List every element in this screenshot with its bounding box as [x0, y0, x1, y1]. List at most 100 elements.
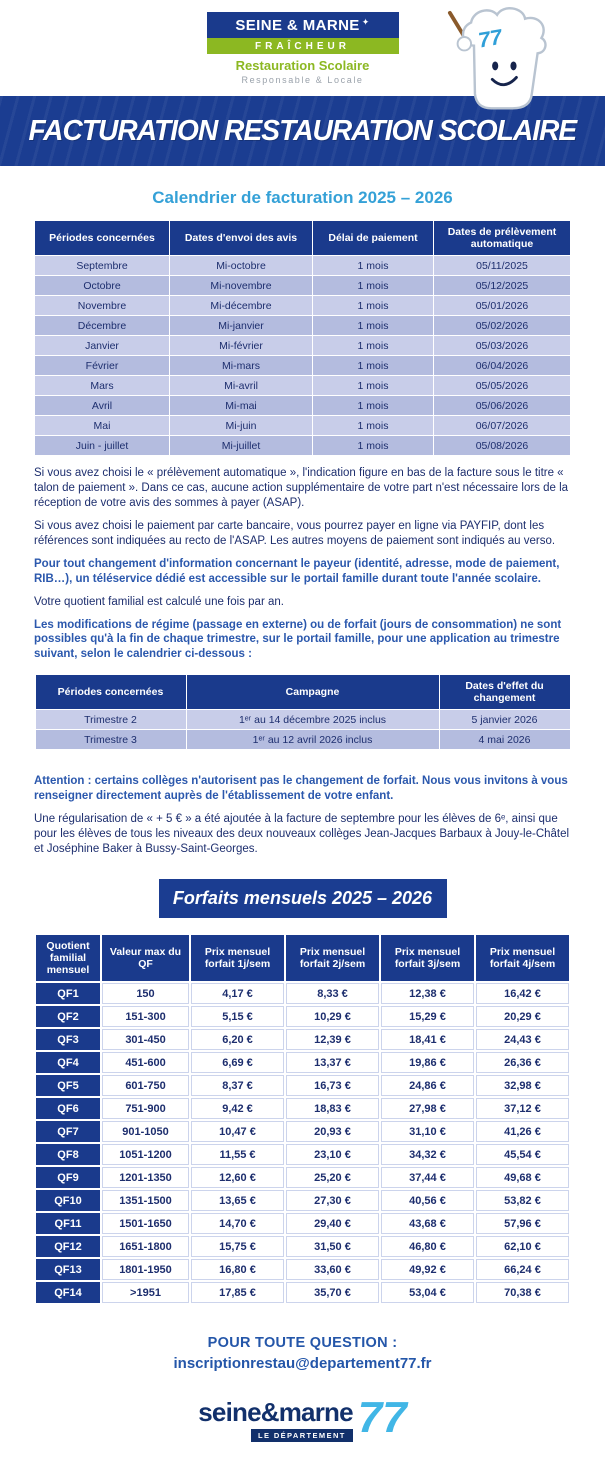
page-header: SEINE & MARNE ✦ FRAÎCHEUR Restauration Sc…: [0, 0, 605, 110]
table-cell: Janvier: [35, 336, 169, 355]
table-cell: 16,42 €: [476, 983, 569, 1004]
table-cell: 8,37 €: [191, 1075, 284, 1096]
table-row: Juin - juillet Mi-juillet 1 mois 05/08/2026: [35, 436, 570, 455]
header-row: Quotient familial mensuel Valeur max du Q…: [36, 935, 569, 981]
note-paragraph-5: Les modifications de régime (passage en …: [34, 618, 562, 661]
table-cell: QF2: [36, 1006, 100, 1027]
note-paragraph-3: Pour tout changement d'information conce…: [34, 557, 560, 585]
table-row: Octobre Mi-novembre 1 mois 05/12/2025: [35, 276, 570, 295]
table-cell: Octobre: [35, 276, 169, 295]
column-header: Valeur max du QF: [102, 935, 189, 981]
department-name: seine&marne: [198, 1397, 353, 1427]
table-cell: 20,93 €: [286, 1121, 379, 1142]
table-cell: 12,38 €: [381, 983, 474, 1004]
table-cell: 1 mois: [313, 336, 433, 355]
table-cell: 05/05/2026: [434, 376, 570, 395]
table-cell: 29,40 €: [286, 1213, 379, 1234]
table-row: QF13 1801-1950 16,80 €33,60 €49,92 €66,24 …: [36, 1259, 569, 1280]
table-cell: Mi-janvier: [170, 316, 312, 335]
table-cell: 05/03/2026: [434, 336, 570, 355]
table-cell: 150: [102, 983, 189, 1004]
table-cell: 40,56 €: [381, 1190, 474, 1211]
table-row: QF10 1351-1500 13,65 €27,30 €40,56 €53,82 …: [36, 1190, 569, 1211]
table-cell: 57,96 €: [476, 1213, 569, 1234]
table-cell: 4,17 €: [191, 983, 284, 1004]
table-cell: 1351-1500: [102, 1190, 189, 1211]
table-cell: 10,29 €: [286, 1006, 379, 1027]
table-cell: Avril: [35, 396, 169, 415]
note-paragraph-1: Si vous avez choisi le « prélèvement aut…: [34, 467, 569, 509]
table-cell: 34,32 €: [381, 1144, 474, 1165]
table-cell: 06/04/2026: [434, 356, 570, 375]
table-row: QF2 151-300 5,15 €10,29 €15,29 €20,29 €: [36, 1006, 569, 1027]
table-cell: QF14: [36, 1282, 100, 1303]
monthly-rates-table: Quotient familial mensuel Valeur max du Q…: [34, 933, 571, 1305]
table-row: QF1 150 4,17 €8,33 €12,38 €16,42 €: [36, 983, 569, 1004]
notes-block: Si vous avez choisi le « prélèvement aut…: [34, 466, 571, 857]
table-row: QF12 1651-1800 15,75 €31,50 €46,80 €62,10 …: [36, 1236, 569, 1257]
table-cell: Mi-octobre: [170, 256, 312, 275]
table-cell: 5,15 €: [191, 1006, 284, 1027]
note-paragraph-7: Une régularisation de « + 5 € » a été aj…: [34, 813, 570, 856]
table-cell: 05/02/2026: [434, 316, 570, 335]
table-cell: Mi-décembre: [170, 296, 312, 315]
trimester-table-head: Périodes concernées Campagne Dates d'effet…: [35, 675, 570, 710]
column-header: Dates d'effet du changement: [439, 675, 570, 710]
table-row: QF8 1051-1200 11,55 €23,10 €34,32 €45,54 €: [36, 1144, 569, 1165]
table-cell: QF8: [36, 1144, 100, 1165]
column-header: Périodes concernées: [35, 675, 186, 710]
table-cell: QF4: [36, 1052, 100, 1073]
table-row: Mars Mi-avril 1 mois 05/05/2026: [35, 376, 570, 395]
calendar-section-title: Calendrier de facturation 2025 – 2026: [152, 188, 453, 207]
table-cell: QF13: [36, 1259, 100, 1280]
table-cell: 14,70 €: [191, 1213, 284, 1234]
table-cell: 1 mois: [313, 316, 433, 335]
table-cell: 26,36 €: [476, 1052, 569, 1073]
table-cell: 53,82 €: [476, 1190, 569, 1211]
table-cell: 15,29 €: [381, 1006, 474, 1027]
column-header: Prix mensuel forfait 2j/sem: [286, 935, 379, 981]
contact-email-link[interactable]: inscriptionrestau@departement77.fr: [173, 1355, 432, 1372]
table-row: QF6 751-900 9,42 €18,83 €27,98 €37,12 €: [36, 1098, 569, 1119]
header-row: Périodes concernées Dates d'envoi des avi…: [35, 221, 570, 255]
table-cell: 151-300: [102, 1006, 189, 1027]
table-cell: 1 mois: [313, 376, 433, 395]
table-cell: 20,29 €: [476, 1006, 569, 1027]
table-cell: 53,04 €: [381, 1282, 474, 1303]
table-cell: 11,55 €: [191, 1144, 284, 1165]
table-cell: 1201-1350: [102, 1167, 189, 1188]
question-label: POUR TOUTE QUESTION :: [207, 1335, 398, 1351]
table-row: QF9 1201-1350 12,60 €25,20 €37,44 €49,68 €: [36, 1167, 569, 1188]
page-title: FACTURATION RESTAURATION SCOLAIRE: [28, 114, 578, 147]
table-row: Septembre Mi-octobre 1 mois 05/11/2025: [35, 256, 570, 275]
table-cell: 1 mois: [313, 256, 433, 275]
billing-calendar-body: Septembre Mi-octobre 1 mois 05/11/2025 Octob…: [35, 256, 570, 455]
table-cell: 66,24 €: [476, 1259, 569, 1280]
table-cell: 1801-1950: [102, 1259, 189, 1280]
table-cell: QF10: [36, 1190, 100, 1211]
table-cell: Mi-avril: [170, 376, 312, 395]
column-header: Périodes concernées: [35, 221, 169, 255]
table-cell: 27,98 €: [381, 1098, 474, 1119]
table-cell: 751-900: [102, 1098, 189, 1119]
table-cell: 10,47 €: [191, 1121, 284, 1142]
table-row: Février Mi-mars 1 mois 06/04/2026: [35, 356, 570, 375]
table-cell: 45,54 €: [476, 1144, 569, 1165]
mascot-smile: [490, 76, 518, 87]
table-cell: Trimestre 2: [35, 710, 186, 730]
table-row: Avril Mi-mai 1 mois 05/06/2026: [35, 396, 570, 415]
table-cell: 13,65 €: [191, 1190, 284, 1211]
billing-calendar-head: Périodes concernées Dates d'envoi des avi…: [35, 221, 570, 255]
table-cell: Mars: [35, 376, 169, 395]
column-header: Prix mensuel forfait 3j/sem: [381, 935, 474, 981]
page-footer: POUR TOUTE QUESTION : inscriptionrestau@…: [0, 1335, 605, 1469]
table-cell: 49,92 €: [381, 1259, 474, 1280]
column-header: Dates d'envoi des avis: [170, 221, 312, 255]
brand-name: SEINE & MARNE ✦: [206, 12, 399, 38]
column-header: Dates de prélèvement automatique: [434, 221, 570, 255]
table-cell: QF9: [36, 1167, 100, 1188]
brand-subtitle: Restauration Scolaire: [235, 58, 370, 73]
table-cell: 33,60 €: [286, 1259, 379, 1280]
table-cell: QF12: [36, 1236, 100, 1257]
brand-band: FRAÎCHEUR: [206, 38, 399, 54]
